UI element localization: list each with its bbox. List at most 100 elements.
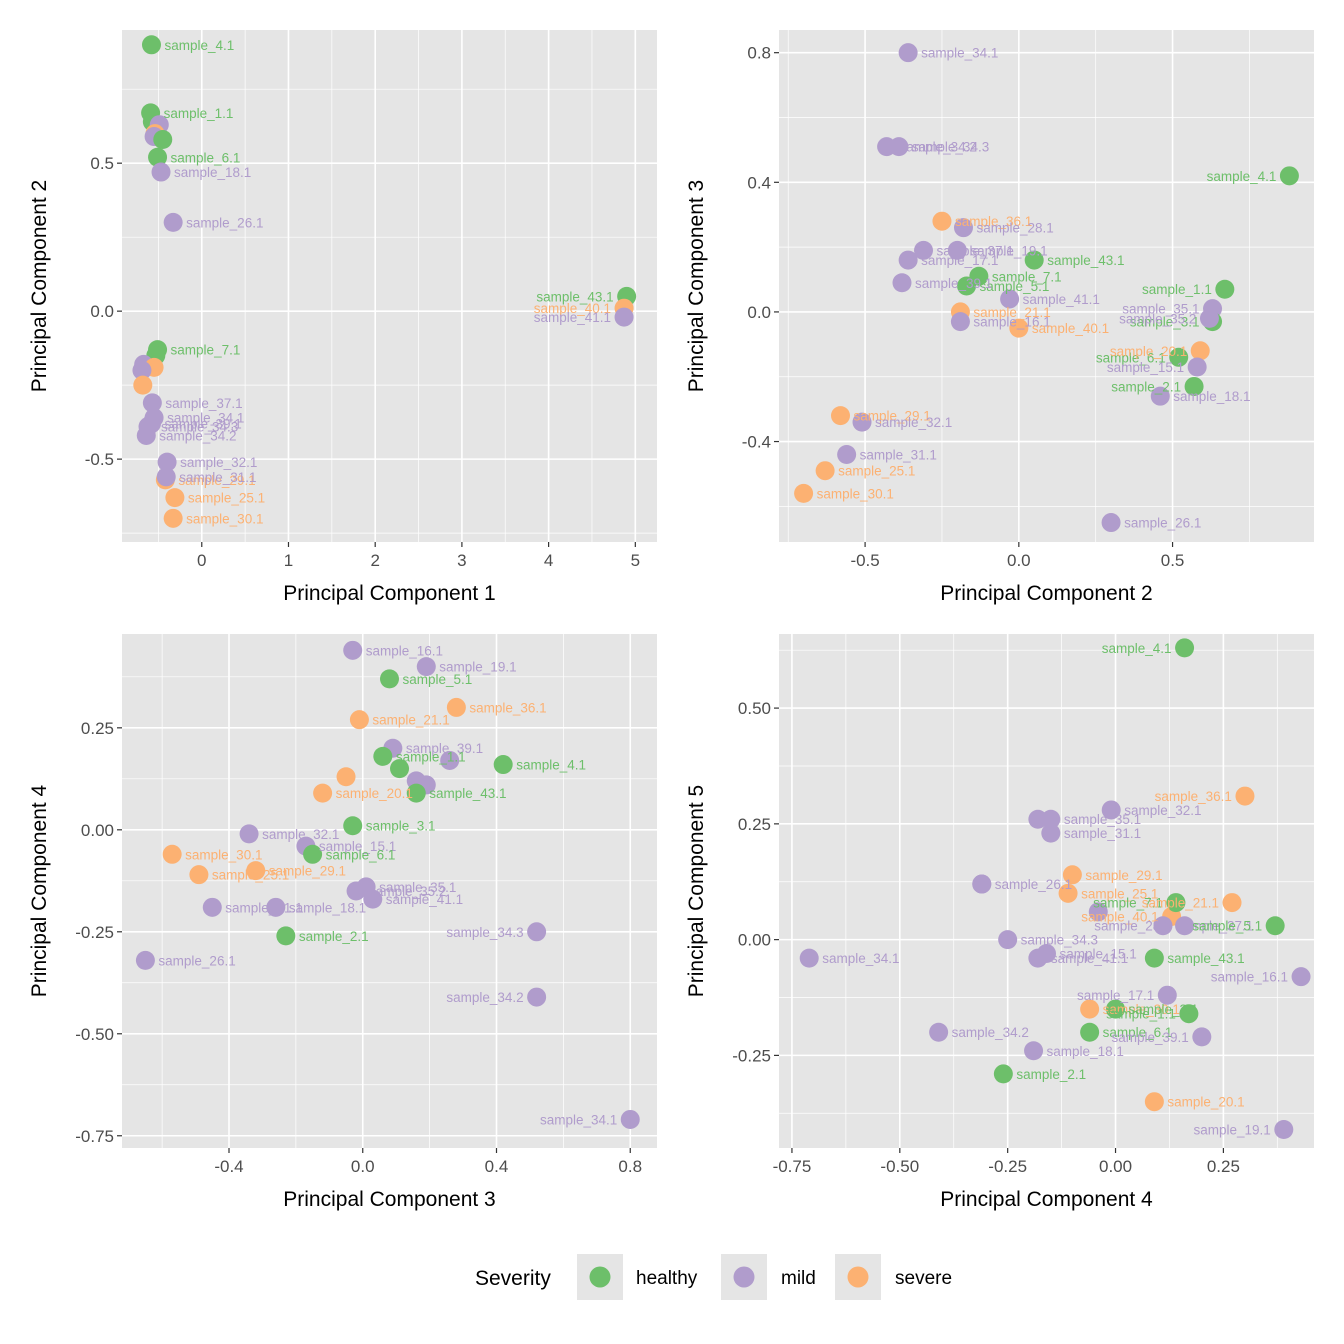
y-tick-label: 0.0 [90,302,114,321]
point-label: sample_1.1 [1142,282,1212,297]
x-tick-label: 1 [284,551,293,570]
y-tick-label: -0.75 [75,1127,114,1146]
point-sample_34-2 [527,987,547,1007]
point-label: sample_29.1 [269,864,346,879]
y-tick-label: -0.5 [85,450,114,469]
point-sample_18-1 [151,162,171,182]
point-sample_30-1 [794,483,814,503]
point-label: sample_31.1 [225,900,302,915]
point-sample_4-1 [1175,638,1195,658]
point-label: sample_4.1 [1102,641,1172,656]
point-sample_16-1 [950,312,970,332]
point-label: sample_18.1 [1047,1044,1124,1059]
point-sample_1-1 [1179,1004,1199,1024]
y-tick-label: 0.8 [747,44,771,63]
point-sample_30-1 [1080,999,1100,1019]
x-axis-title: Principal Component 4 [940,1188,1153,1211]
point-label: sample_16.1 [366,643,443,658]
point-label: sample_41.1 [1023,292,1100,307]
point-sample_6-1 [303,844,323,864]
point-sample_34-2 [877,137,897,157]
point-label: sample_37.1 [165,396,242,411]
point-sample_40-1 [1009,318,1029,338]
y-tick-label: 0.5 [90,154,114,173]
point-sample_2-1 [276,926,296,946]
point-sample_4-1 [493,755,513,775]
point-sample_31-1 [837,445,857,465]
point-label: sample_32.1 [262,827,339,842]
point-sample_6-1 [148,147,168,167]
point-sample_31-1 [156,467,176,487]
point-sample_5-1 [380,669,399,689]
point-sample_41-1 [1000,289,1020,309]
point-label: sample_31.1 [860,448,937,463]
point-label: sample_34.1 [167,411,244,426]
panels: 0 1 2 3 4 5 -0.5 0.0 0.5 Principal Component 1 Pri… [28,30,1314,1211]
point-sample_4-1 [141,35,161,55]
point-sample_3-1 [343,816,363,836]
point-sample_43-1 [1024,250,1044,270]
point-sample_18-1 [1150,386,1170,406]
point-label: sample_34.2 [159,428,236,443]
point-label: sample_34.3 [1021,933,1098,948]
point-label: sample_15.1 [319,839,396,854]
point-sample_7-1 [390,759,410,779]
panel-3: -0.4 0.0 0.4 0.8 -0.75 -0.50 -0.25 0.00 0.25 Prin… [28,634,657,1211]
point-label: sample_6.1 [1103,1025,1173,1040]
point-label: sample_39.1 [1112,1030,1189,1045]
x-axis-title: Principal Component 2 [940,582,1152,605]
point-sample_39-1 [1192,1027,1212,1047]
legend-label-mild: mild [781,1268,816,1289]
point-sample_5-1 [1265,916,1285,936]
point-label: sample_36.1 [469,700,546,715]
point-label: sample_41.1 [386,892,463,907]
x-axis-title: Principal Component 1 [283,582,495,605]
point-label: sample_16.1 [973,315,1050,330]
point-sample_29-1 [1062,865,1082,885]
panel-4: -0.75 -0.50 -0.25 0.00 0.25 -0.25 0.00 0.25 0.50… [685,634,1314,1211]
point-label: sample_34.1 [921,46,998,61]
point-label: sample_5.1 [1192,919,1262,934]
point-label: sample_3.1 [366,819,436,834]
point-label: sample_32.1 [875,415,952,430]
point-label: sample_21.1 [973,305,1050,320]
point-sample_5-1 [957,276,977,296]
x-tick-label: 5 [631,551,640,570]
point-sample_32-1 [1101,800,1121,820]
point-sample_40-1 [336,767,356,787]
point-sample_34-2 [929,1022,949,1042]
point-sample_26-1 [135,950,155,970]
x-tick-label: 0.4 [485,1157,509,1176]
point-label: sample_26.1 [995,877,1072,892]
y-axis-title: Principal Component 5 [685,785,708,997]
y-tick-label: -0.50 [75,1025,114,1044]
point-sample_34-3 [527,922,547,942]
point-sample_34-1 [799,948,819,968]
point-sample_1-1 [1215,279,1235,299]
point-label: sample_3.1 [1130,315,1200,330]
point-label: sample_34.1 [540,1112,617,1127]
point-label: sample_25.1 [212,868,289,883]
point-label: sample_25.1 [188,491,265,506]
x-axis-title: Principal Component 3 [283,1188,495,1211]
point-label: sample_2.1 [299,929,369,944]
point-label: sample_28.1 [1094,919,1171,934]
point-sample_34-3 [998,930,1018,950]
point-sample_35-2 [346,881,366,901]
point-label: sample_34.3 [446,925,523,940]
point-label: sample_30.1 [817,486,894,501]
point-sample_19-1 [947,240,967,260]
point-sample_41-1 [614,307,634,327]
point-label: sample_34.3 [912,140,989,155]
point-label: sample_29.1 [178,473,255,488]
point-sample_2-1 [1184,376,1204,396]
point-labels: sample_4.1 sample_1.1 sample_6.1sample_18.… [159,38,613,527]
point-label: sample_36.1 [955,214,1032,229]
x-tick-label: 4 [544,551,553,570]
point-sample_28-1 [1175,916,1195,936]
point-sample_34-1 [620,1109,640,1129]
point-sample_2-1 [153,130,173,150]
legend-dot-severe [847,1266,869,1288]
point-sample_31-1 [1041,823,1061,843]
